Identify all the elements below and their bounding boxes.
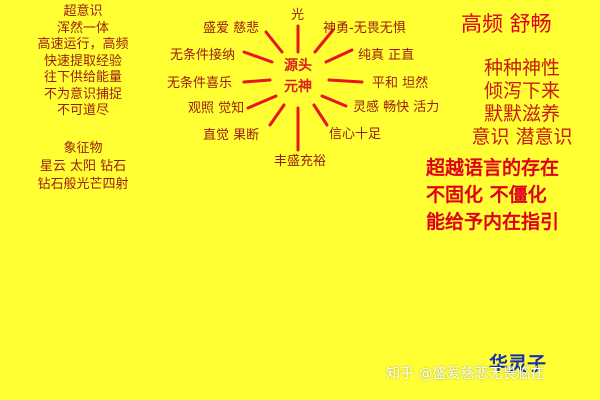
ray-label-left3: 观照 觉知 <box>188 101 245 116</box>
ray-right2 <box>327 78 364 84</box>
watermark-blue-text: 华灵子 <box>489 353 547 375</box>
left-line: 不为意识捕捉 <box>43 86 122 102</box>
ray-label-right2: 平和 坦然 <box>372 76 429 91</box>
ray-label-left2: 无条件喜乐 <box>167 76 233 91</box>
right-top-line: 种种神性 <box>483 57 560 79</box>
ray-label-right3: 灵感 畅快 活力 <box>353 100 440 115</box>
zhihu-watermark: 知乎 @盛爱慈悲无畏临在 <box>386 366 545 382</box>
ray-left1 <box>242 50 274 64</box>
center-source: 源头 <box>284 58 312 74</box>
symbol-column: 象征物 星云 太阳 钻石 钻石般光芒四射 <box>25 140 141 194</box>
left-line: 不可道尽 <box>56 103 109 118</box>
ray-label-top: 光 <box>291 8 305 23</box>
right-top-line: 倾泻下来 <box>483 80 560 102</box>
ray-right1 <box>324 48 354 64</box>
right-bottom-lines: 超越语言的存在 不固化 不僵化 能给予内在指引 <box>426 155 559 236</box>
right-bottom-line: 不固化 不僵化 <box>426 184 547 206</box>
symbol-line: 钻石般光芒四射 <box>37 177 129 192</box>
ray-lower-right <box>312 103 329 127</box>
center-spirit: 元神 <box>284 79 312 95</box>
ray-right3 <box>320 94 348 108</box>
left-line: 超意识 <box>63 4 103 19</box>
left-line: 浑然一体 <box>56 20 109 36</box>
ray-lower-left <box>268 103 286 127</box>
ray-label-bottom: 丰盛充裕 <box>274 154 327 169</box>
left-line: 往下供给能量 <box>43 70 122 85</box>
left-line: 高速运行，高频 <box>37 37 129 52</box>
right-top-line: 默默滋养 <box>483 103 560 125</box>
right-bottom-line: 能给予内在指引 <box>426 211 560 233</box>
left-line: 快速提取经验 <box>43 53 122 69</box>
right-bottom-line: 超越语言的存在 <box>426 157 560 179</box>
ray-label-upper-right: 神勇-无畏无惧 <box>323 21 406 36</box>
ray-left2 <box>242 78 272 84</box>
ray-label-lower-left: 直觉 果断 <box>203 128 260 143</box>
ray-label-lower-right: 信心十足 <box>329 127 382 142</box>
ray-label-right1: 纯真 正直 <box>358 48 415 63</box>
right-heading: 高频 舒畅 <box>461 12 552 36</box>
ray-upper-right <box>313 28 335 54</box>
ray-label-upper-left: 盛爱 慈悲 <box>203 21 260 36</box>
ray-left3 <box>246 94 278 110</box>
right-top-lines: 种种神性 倾泻下来 默默滋养 意识 潜意识 <box>460 57 584 149</box>
right-top-line: 意识 潜意识 <box>471 126 573 148</box>
ray-upper-left <box>264 30 284 54</box>
left-column: 超意识 浑然一体 高速运行，高频 快速提取经验 往下供给能量 不为意识捕捉 不可… <box>28 4 138 120</box>
symbol-line: 星云 太阳 钻石 <box>39 159 127 174</box>
ray-label-left1: 无条件接纳 <box>170 48 236 63</box>
symbol-line: 象征物 <box>63 141 103 156</box>
